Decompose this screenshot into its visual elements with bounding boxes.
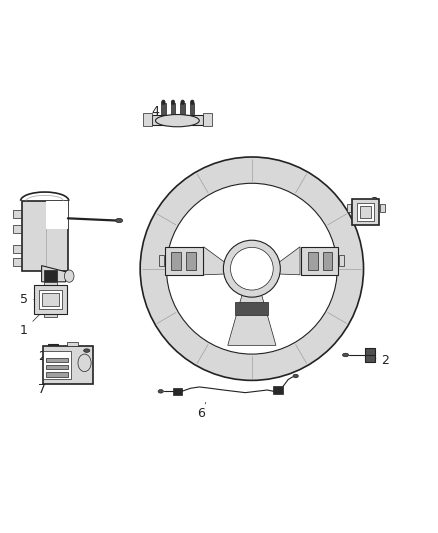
Bar (347, 204, 351, 212)
Text: 4: 4 (152, 104, 166, 118)
Ellipse shape (343, 353, 349, 357)
Bar (301, 247, 338, 275)
Bar (48, 344, 58, 357)
Bar (152, 115, 202, 125)
Ellipse shape (191, 100, 194, 104)
Bar (39, 290, 62, 309)
Ellipse shape (140, 157, 364, 381)
Bar (44, 312, 57, 317)
Bar (44, 282, 57, 286)
Ellipse shape (181, 100, 184, 104)
Bar (323, 252, 332, 270)
Bar (161, 103, 166, 114)
Ellipse shape (162, 100, 165, 104)
Polygon shape (277, 247, 300, 275)
Text: 6: 6 (198, 402, 206, 419)
Bar (42, 293, 59, 306)
Bar (34, 285, 67, 313)
Ellipse shape (230, 247, 273, 290)
Polygon shape (42, 265, 66, 282)
Bar (44, 270, 57, 281)
Bar (13, 258, 21, 266)
Bar (13, 225, 21, 233)
Bar (159, 255, 164, 266)
Bar (186, 252, 196, 270)
Polygon shape (204, 247, 226, 275)
Polygon shape (235, 302, 268, 314)
Polygon shape (46, 201, 68, 229)
Bar (360, 206, 371, 218)
Text: 7: 7 (38, 378, 57, 395)
Ellipse shape (223, 240, 280, 297)
Ellipse shape (166, 183, 337, 354)
Ellipse shape (64, 270, 74, 282)
Text: 2: 2 (38, 350, 59, 363)
Ellipse shape (84, 349, 90, 352)
Text: 3: 3 (364, 197, 378, 212)
Bar (165, 247, 202, 275)
Bar (13, 210, 21, 218)
Text: 1: 1 (20, 308, 46, 336)
Ellipse shape (116, 219, 123, 223)
Bar (365, 349, 375, 361)
Bar (357, 203, 374, 221)
Text: 5: 5 (20, 293, 39, 306)
Bar (67, 342, 78, 346)
Ellipse shape (155, 115, 199, 127)
Bar (380, 204, 385, 212)
Bar (171, 252, 181, 270)
Bar (46, 373, 68, 377)
Bar (46, 365, 68, 369)
Ellipse shape (78, 354, 91, 372)
Bar (171, 103, 175, 114)
Ellipse shape (171, 100, 175, 104)
Bar (339, 255, 344, 266)
Bar (180, 103, 185, 114)
Bar (42, 346, 93, 384)
Text: 2: 2 (371, 354, 389, 367)
Ellipse shape (293, 374, 298, 378)
Ellipse shape (158, 390, 163, 393)
Bar (273, 386, 283, 394)
Bar (352, 199, 379, 225)
Bar (42, 351, 71, 379)
Bar (308, 252, 318, 270)
Polygon shape (228, 294, 276, 345)
Bar (203, 113, 212, 126)
Bar (173, 388, 182, 395)
Bar (143, 113, 152, 126)
Bar (46, 358, 68, 362)
Bar (190, 103, 194, 114)
Polygon shape (22, 201, 68, 271)
Bar (13, 245, 21, 253)
